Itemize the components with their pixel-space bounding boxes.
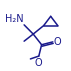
Text: O: O xyxy=(54,37,61,47)
Text: H₂N: H₂N xyxy=(5,14,23,24)
Text: O: O xyxy=(35,58,42,68)
